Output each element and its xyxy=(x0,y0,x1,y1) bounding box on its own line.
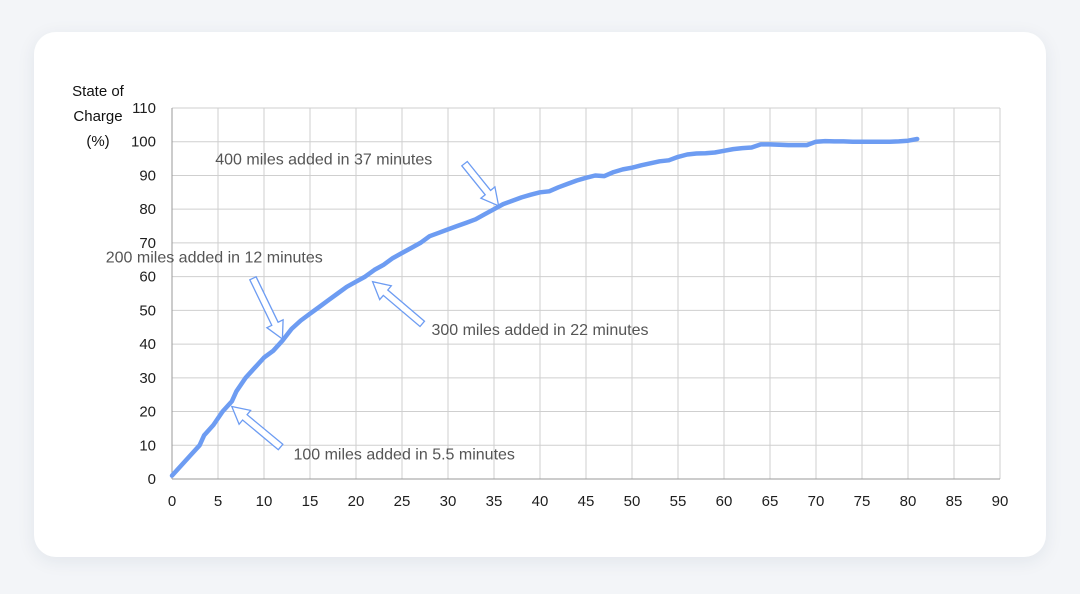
x-tick-label: 35 xyxy=(486,493,503,510)
y-tick-label: 110 xyxy=(132,100,156,117)
annotation-label: 300 miles added in 22 minutes xyxy=(431,322,648,339)
series xyxy=(169,136,920,478)
x-tick-label: 85 xyxy=(946,493,963,510)
y-tick-label: 20 xyxy=(139,404,156,421)
x-tick-label: 50 xyxy=(624,493,641,510)
y-axis-label-line-1: State of xyxy=(72,83,125,100)
x-tick-label: 0 xyxy=(168,493,176,510)
y-tick-label: 100 xyxy=(131,134,156,151)
x-tick-label: 90 xyxy=(992,493,1009,510)
annotation-label: 400 miles added in 37 minutes xyxy=(215,152,432,169)
x-tick-label: 45 xyxy=(578,493,595,510)
y-tick-label: 0 xyxy=(148,471,156,488)
x-tick-label: 75 xyxy=(854,493,871,510)
x-tick-label: 80 xyxy=(900,493,917,510)
y-axis-label-line-2: Charge xyxy=(73,108,122,125)
y-tick-label: 10 xyxy=(139,437,156,454)
x-tick-label: 15 xyxy=(302,493,319,510)
grid xyxy=(172,107,1001,479)
x-tick-label: 5 xyxy=(214,493,222,510)
series-line xyxy=(169,136,920,478)
y-tick-label: 90 xyxy=(139,167,156,184)
y-tick-label: 40 xyxy=(139,336,156,353)
y-tick-label: 50 xyxy=(139,302,156,319)
annotation-arrow xyxy=(371,280,426,328)
y-tick-label: 80 xyxy=(139,201,156,218)
annotations: 100 miles added in 5.5 minutes 200 miles … xyxy=(106,152,649,464)
x-tick-label: 70 xyxy=(808,493,825,510)
annotation-label: 200 miles added in 12 minutes xyxy=(106,249,323,266)
x-tick-label: 55 xyxy=(670,493,687,510)
x-tick-label: 65 xyxy=(762,493,779,510)
y-axis-label-line-3: (%) xyxy=(86,133,109,150)
x-tick-label: 60 xyxy=(716,493,733,510)
y-tick-labels: 0 10 20 30 40 50 60 70 80 90 100 110 xyxy=(131,100,156,488)
annotation-arrow xyxy=(248,275,284,341)
annotation-arrow xyxy=(460,160,500,207)
x-tick-label: 30 xyxy=(440,493,457,510)
annotation-label: 100 miles added in 5.5 minutes xyxy=(293,447,514,464)
x-tick-label: 20 xyxy=(348,493,365,510)
x-tick-labels: 0 5 10 15 20 25 30 35 40 45 50 55 60 65 70 75 80 85 90 xyxy=(168,493,1009,510)
y-tick-label: 70 xyxy=(139,235,156,252)
annotation-arrow xyxy=(230,405,284,451)
y-tick-label: 30 xyxy=(139,370,156,387)
x-tick-label: 25 xyxy=(394,493,411,510)
x-tick-label: 10 xyxy=(256,493,273,510)
y-tick-label: 60 xyxy=(139,269,156,286)
x-tick-label: 40 xyxy=(532,493,549,510)
axes xyxy=(171,108,1000,480)
y-axis-label: State of Charge (%) xyxy=(72,83,125,150)
